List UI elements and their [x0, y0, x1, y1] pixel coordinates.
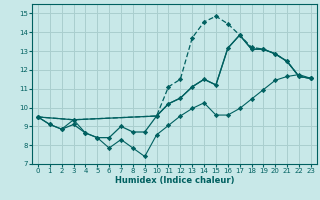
X-axis label: Humidex (Indice chaleur): Humidex (Indice chaleur)	[115, 176, 234, 185]
